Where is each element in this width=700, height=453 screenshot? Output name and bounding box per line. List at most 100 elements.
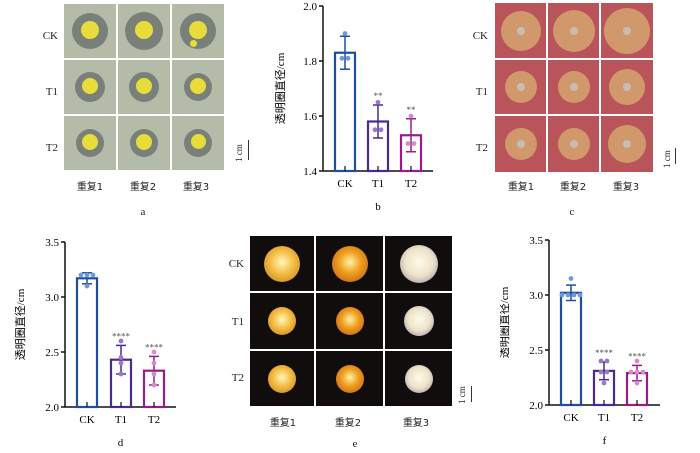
col-label-rep2: 重复2 <box>559 182 587 193</box>
data-point <box>598 369 604 375</box>
col-label-rep1: 重复1 <box>76 182 104 193</box>
bar-chart-b: 1.4 1.6 1.8 2.0 透明圈直径/cm CK T1 ** T2 ** b <box>273 1 433 213</box>
x-tick-label: CK <box>563 412 578 424</box>
bar-ck <box>559 291 583 407</box>
data-point <box>118 338 124 344</box>
plate-image <box>64 116 116 170</box>
x-tick-label: T2 <box>148 414 160 426</box>
data-point <box>84 283 90 289</box>
bar-ck <box>333 51 357 173</box>
plate-image <box>172 60 224 114</box>
data-point <box>634 380 640 386</box>
data-point <box>577 292 583 298</box>
y-tick-label: 1.4 <box>303 166 317 178</box>
data-point <box>568 276 574 281</box>
data-point <box>405 141 411 146</box>
significance-marker: ** <box>374 91 384 101</box>
scale-label: 1 cm <box>662 150 672 168</box>
plate-grid-e <box>250 236 452 406</box>
data-point <box>151 349 157 355</box>
x-tick-label: CK <box>79 414 94 426</box>
x-tick-label: T2 <box>405 178 417 190</box>
colony-image <box>316 236 383 291</box>
plate-image <box>172 116 224 170</box>
plate-image <box>601 60 653 114</box>
data-point <box>372 127 378 133</box>
scale-label: 1 cm <box>457 386 467 404</box>
row-label-ck: CK <box>42 30 58 42</box>
data-point <box>598 358 604 364</box>
data-point <box>408 113 414 119</box>
row-label-t1: T1 <box>475 86 488 98</box>
data-point <box>375 99 381 105</box>
y-tick-label: 2.5 <box>45 347 59 359</box>
y-tick-label: 2.5 <box>529 345 543 357</box>
plate-image <box>548 116 599 172</box>
data-point <box>604 369 610 375</box>
colony-image <box>250 293 314 349</box>
data-point <box>378 127 384 133</box>
bar-chart-d: 2.0 2.5 3.0 3.5 透明圈直径/cm CK T1 **** T2 **** d <box>13 237 176 449</box>
scale-bar <box>675 148 676 164</box>
colony-image <box>250 236 314 291</box>
y-tick-label: 2.0 <box>303 1 317 13</box>
plate-image <box>548 3 599 58</box>
data-point <box>151 360 157 366</box>
row-label-ck: CK <box>472 30 488 42</box>
data-point <box>151 371 157 377</box>
plate-image <box>601 116 653 172</box>
significance-marker: **** <box>595 348 614 358</box>
y-axis-label: 透明圈直径/cm <box>500 286 511 358</box>
data-point <box>342 31 348 36</box>
panel-label-a: a <box>140 206 146 218</box>
y-tick-label: 1.6 <box>303 111 317 123</box>
data-point <box>559 292 565 298</box>
plate-image <box>64 60 116 114</box>
col-label-rep3: 重复3 <box>612 182 640 193</box>
plate-image <box>118 4 170 58</box>
data-point <box>634 358 640 364</box>
x-tick-label: T1 <box>115 414 127 426</box>
colony-image <box>316 293 383 349</box>
significance-marker: **** <box>145 342 164 352</box>
plate-grid-a <box>64 4 224 170</box>
y-tick-label: 1.8 <box>303 56 317 68</box>
data-point <box>604 358 610 364</box>
row-label-t2: T2 <box>475 142 488 154</box>
plate-image <box>64 4 116 58</box>
plate-image <box>548 60 599 114</box>
data-point <box>640 369 646 375</box>
scale-bar <box>248 140 249 160</box>
data-point <box>84 272 90 278</box>
row-label-t2: T2 <box>231 372 244 384</box>
plate-image <box>495 60 546 114</box>
data-point <box>90 272 96 278</box>
plate-image <box>118 116 170 170</box>
bar-chart-f: 2.0 2.5 3.0 3.5 透明圈直径/cm CK T1 **** T2 **** f <box>500 235 660 447</box>
panel-label-e: e <box>352 438 358 450</box>
scale-bar <box>471 386 472 402</box>
plate-image <box>495 3 546 58</box>
col-label-rep3: 重复3 <box>182 182 210 193</box>
row-label-t2: T2 <box>45 142 58 154</box>
panel-label-b: b <box>375 201 381 213</box>
panel-label-c: c <box>569 206 575 218</box>
colony-image <box>385 236 452 291</box>
significance-marker: **** <box>112 331 131 341</box>
plate-image <box>495 116 546 172</box>
x-tick-label: T2 <box>631 412 643 424</box>
col-label-rep1: 重复1 <box>269 418 297 429</box>
significance-marker: ** <box>407 105 417 115</box>
plate-image <box>172 4 224 58</box>
col-label-rep3: 重复3 <box>402 418 430 429</box>
plate-grid-c <box>495 3 653 172</box>
row-label-ck: CK <box>228 258 244 270</box>
y-axis-label: 透明圈直径/cm <box>273 52 287 124</box>
data-point <box>118 360 124 366</box>
y-tick-label: 3.0 <box>45 292 59 304</box>
scale-label: 1 cm <box>234 144 244 162</box>
colony-image <box>385 351 452 406</box>
row-label-t1: T1 <box>45 86 58 98</box>
data-point <box>118 371 124 377</box>
data-point <box>339 55 345 61</box>
